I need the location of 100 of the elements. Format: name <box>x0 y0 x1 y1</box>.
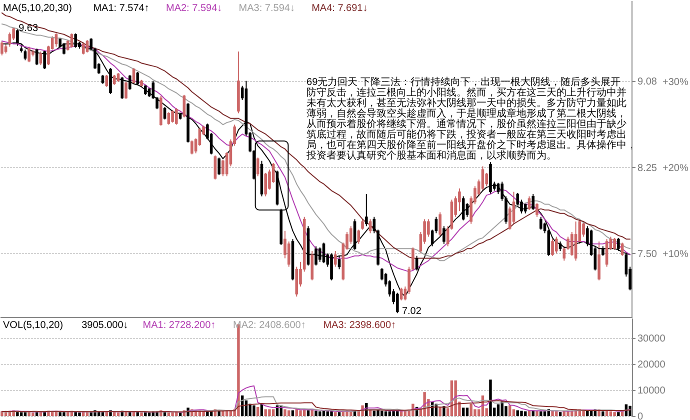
bar <box>462 408 465 416</box>
candlestick <box>368 218 372 234</box>
candlestick <box>0 40 4 56</box>
y-tick-label: 8.25 <box>638 162 658 174</box>
candlestick <box>171 110 174 124</box>
annotation: 9.63 <box>18 22 38 34</box>
candlestick <box>70 32 74 48</box>
candlestick <box>175 108 178 126</box>
candlestick <box>400 287 403 301</box>
candlestick <box>28 46 30 63</box>
bar <box>551 410 554 416</box>
bar <box>338 412 341 416</box>
candlestick <box>539 216 542 230</box>
candlestick <box>516 192 520 208</box>
bar <box>284 409 286 416</box>
candlestick <box>361 218 364 230</box>
legend-title: VOL(5,10,20) <box>3 320 64 331</box>
bar <box>62 412 66 416</box>
bar <box>334 412 337 416</box>
candlestick <box>620 242 624 256</box>
candlestick <box>365 194 368 227</box>
bar <box>346 411 348 416</box>
bar <box>536 410 538 416</box>
candlestick <box>24 49 27 61</box>
candlestick <box>182 94 186 118</box>
bar <box>454 380 457 416</box>
bar <box>58 412 62 416</box>
bar <box>105 412 108 416</box>
bar <box>148 412 151 416</box>
candlestick <box>396 292 399 314</box>
y-tick-label: 9.08 <box>638 76 658 88</box>
bar <box>256 406 260 416</box>
bar <box>496 404 500 416</box>
candlestick <box>458 188 461 212</box>
candlestick <box>287 240 290 268</box>
bar <box>330 411 333 416</box>
y2-tick-label: +30% <box>662 76 688 88</box>
candlestick <box>442 226 446 244</box>
candlestick <box>218 157 220 176</box>
candlestick <box>574 221 578 262</box>
bar <box>470 404 472 416</box>
y-tick-label: 30000 <box>638 334 666 345</box>
bar <box>299 410 302 416</box>
bar <box>136 412 139 416</box>
candlestick <box>602 246 604 256</box>
candlestick <box>558 240 562 252</box>
candlestick <box>35 48 38 66</box>
bar <box>167 412 170 416</box>
candlestick <box>8 32 12 48</box>
bar <box>113 412 116 416</box>
text: MA2: 7.594↓ <box>166 3 222 14</box>
candlestick <box>12 27 15 41</box>
text: MA1: 7.574↑ <box>93 3 150 14</box>
candlestick <box>357 229 360 244</box>
candlestick <box>554 236 558 254</box>
bar <box>512 409 516 416</box>
bar <box>392 410 395 416</box>
bar <box>508 405 512 416</box>
legend-title: MA(5,10,20,30) <box>3 3 72 14</box>
bar <box>78 412 81 416</box>
candlestick <box>109 68 112 94</box>
candlestick <box>532 194 535 210</box>
text: MA3: 2398.600↑ <box>323 320 396 331</box>
candlestick <box>136 71 140 86</box>
bar <box>314 410 318 416</box>
candlestick <box>613 237 616 250</box>
text: MA1: 2728.200↑ <box>142 320 216 331</box>
bar <box>582 410 585 416</box>
bar <box>264 409 267 416</box>
bar <box>489 380 492 416</box>
y-tick-label: 10000 <box>638 386 666 397</box>
y-tick-label: 7.50 <box>638 248 658 260</box>
bar <box>268 409 271 416</box>
line-series <box>1 400 631 412</box>
candlestick <box>120 76 124 100</box>
bar <box>617 412 620 416</box>
y-tick-label: 0 <box>638 412 644 420</box>
candlestick <box>318 246 322 262</box>
bar <box>602 411 604 416</box>
candlestick <box>86 40 89 53</box>
candlestick <box>112 74 116 86</box>
bar <box>628 406 632 416</box>
text: MA2: 2408.600↑ <box>233 320 306 331</box>
candlestick <box>264 172 267 197</box>
y2-tick-label: +10% <box>662 248 688 260</box>
candlestick <box>128 74 132 90</box>
candlestick <box>132 68 136 84</box>
candlestick <box>438 212 442 238</box>
bar <box>222 411 224 416</box>
candlestick <box>481 166 484 192</box>
candlestick <box>43 50 46 70</box>
candlestick <box>167 112 170 126</box>
candlestick <box>256 157 260 177</box>
candlestick <box>462 196 465 221</box>
text: MA4: 7.691↓ <box>312 3 368 14</box>
bar <box>32 412 34 416</box>
y-tick-label: 20000 <box>638 360 666 371</box>
bar <box>171 412 174 416</box>
bar <box>248 404 252 416</box>
candlestick <box>528 196 531 210</box>
